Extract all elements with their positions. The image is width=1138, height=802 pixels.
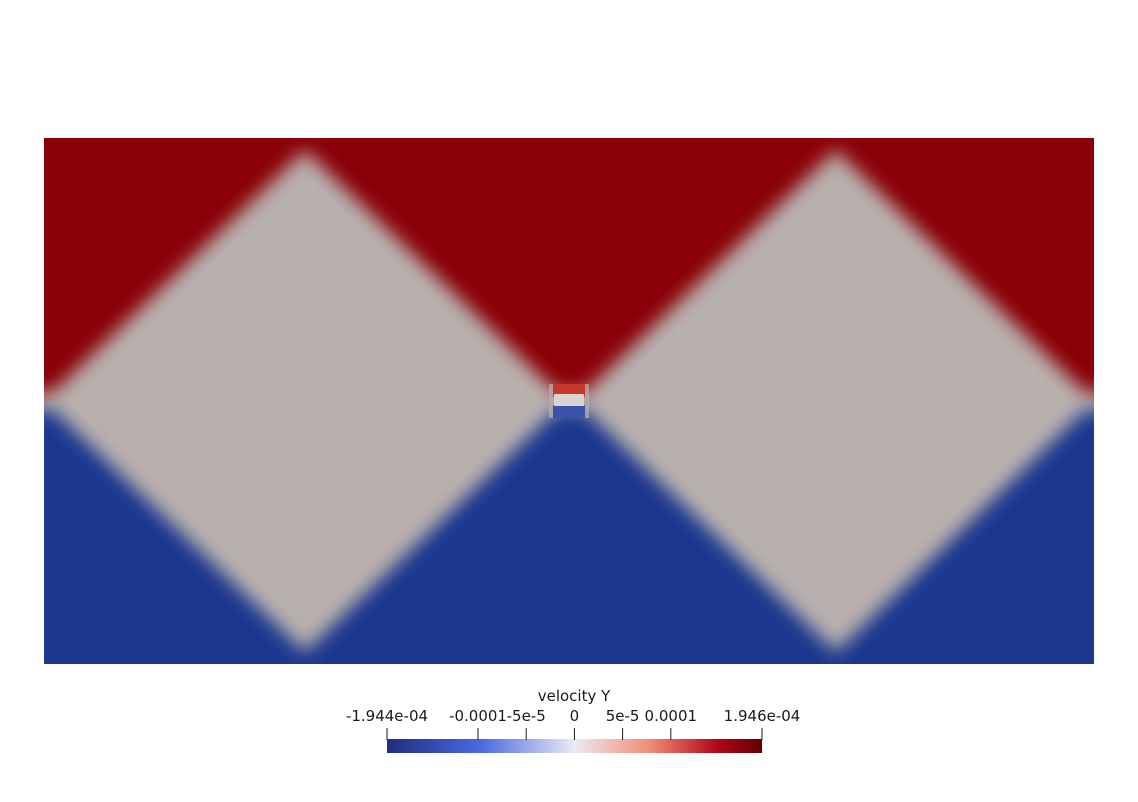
colorbar-tick-label: -1.944e-04 bbox=[346, 707, 428, 725]
colorbar-tick-label: -5e-5 bbox=[507, 707, 546, 725]
colorbar-tick-label: 0.0001 bbox=[645, 707, 698, 725]
colorbar-tick-label: 5e-5 bbox=[606, 707, 640, 725]
colorbar-tick-label: 1.946e-04 bbox=[724, 707, 801, 725]
colorbar-gradient bbox=[387, 739, 762, 753]
colorbar-tick-label: -0.0001 bbox=[449, 707, 507, 725]
colorbar-tick-label: 0 bbox=[570, 707, 580, 725]
